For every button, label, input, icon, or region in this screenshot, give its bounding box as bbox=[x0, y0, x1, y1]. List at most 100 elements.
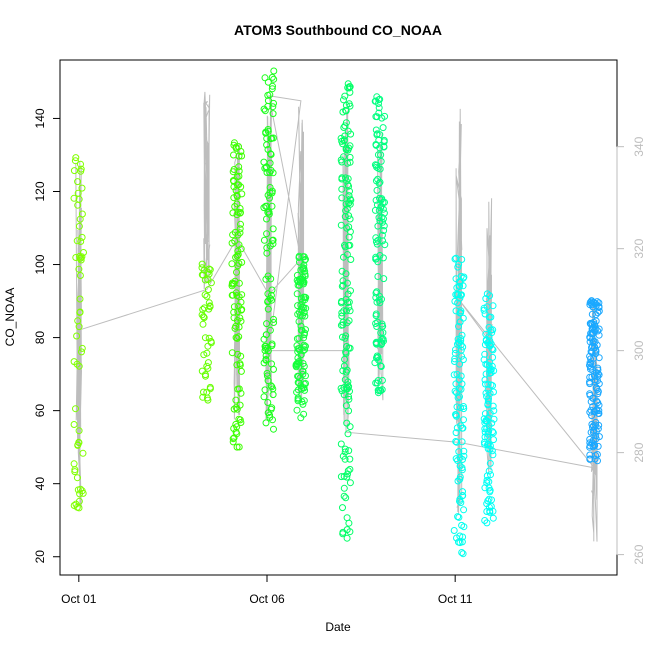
data-point bbox=[295, 318, 303, 325]
data-point bbox=[339, 318, 347, 326]
data-point bbox=[345, 233, 353, 241]
data-point bbox=[234, 262, 242, 270]
data-point bbox=[261, 386, 269, 394]
data-point bbox=[269, 110, 277, 118]
data-point bbox=[236, 360, 244, 368]
data-point bbox=[454, 340, 461, 348]
data-point bbox=[232, 404, 240, 412]
data-point bbox=[270, 315, 277, 323]
data-point bbox=[337, 473, 345, 481]
data-point bbox=[268, 286, 276, 294]
data-point bbox=[372, 312, 380, 320]
data-point bbox=[203, 349, 211, 357]
data-point bbox=[374, 377, 382, 384]
data-point bbox=[457, 372, 465, 380]
data-point bbox=[263, 249, 271, 257]
data-point bbox=[293, 342, 301, 350]
data-point bbox=[78, 348, 85, 356]
data-point bbox=[198, 260, 206, 268]
data-point bbox=[295, 379, 303, 387]
data-point bbox=[270, 67, 278, 75]
data-point bbox=[595, 433, 603, 441]
data-point bbox=[295, 373, 302, 380]
data-point bbox=[292, 361, 300, 369]
data-point bbox=[459, 343, 467, 351]
data-point bbox=[451, 255, 459, 263]
data-point bbox=[72, 500, 80, 508]
data-point bbox=[338, 158, 346, 166]
data-point bbox=[264, 377, 272, 385]
data-point bbox=[269, 134, 277, 142]
data-point bbox=[486, 341, 494, 349]
data-point bbox=[238, 190, 246, 198]
data-point bbox=[205, 270, 213, 278]
data-point bbox=[459, 356, 467, 364]
data-point bbox=[338, 387, 346, 395]
data-point bbox=[458, 256, 466, 263]
y2-tick-label: 260 bbox=[632, 544, 646, 564]
data-point bbox=[77, 238, 85, 245]
data-point bbox=[457, 499, 465, 507]
data-point bbox=[79, 449, 87, 457]
data-point bbox=[592, 317, 600, 325]
data-point bbox=[341, 132, 349, 140]
data-point bbox=[300, 362, 308, 370]
data-point bbox=[460, 405, 468, 413]
data-point bbox=[480, 306, 488, 314]
data-point bbox=[341, 122, 349, 130]
data-point bbox=[480, 356, 488, 364]
data-point bbox=[266, 295, 274, 303]
data-point bbox=[78, 344, 86, 352]
data-point bbox=[207, 338, 215, 345]
data-point bbox=[485, 362, 493, 370]
data-point bbox=[377, 151, 385, 159]
data-point bbox=[373, 113, 381, 121]
data-point bbox=[261, 107, 269, 115]
data-point bbox=[262, 202, 270, 210]
data-point bbox=[232, 289, 240, 297]
data-point bbox=[266, 413, 274, 421]
data-point bbox=[338, 309, 346, 317]
data-point bbox=[594, 425, 602, 433]
data-point bbox=[262, 356, 270, 364]
data-point bbox=[346, 200, 354, 208]
data-point bbox=[70, 460, 78, 468]
data-point bbox=[230, 303, 238, 311]
data-point bbox=[260, 236, 268, 244]
data-point bbox=[373, 186, 381, 194]
data-point bbox=[589, 335, 596, 343]
data-point bbox=[293, 406, 301, 414]
data-point bbox=[455, 376, 463, 384]
data-point bbox=[342, 177, 350, 185]
data-point bbox=[459, 550, 467, 558]
data-point bbox=[374, 273, 382, 280]
data-point bbox=[594, 364, 602, 372]
data-point bbox=[233, 252, 241, 260]
data-point bbox=[343, 224, 351, 232]
data-point bbox=[587, 348, 595, 356]
data-point bbox=[204, 359, 212, 367]
data-point bbox=[459, 282, 467, 290]
data-point bbox=[236, 205, 244, 212]
data-point bbox=[377, 329, 385, 337]
data-point bbox=[454, 457, 461, 464]
data-point bbox=[481, 517, 489, 524]
data-point bbox=[339, 504, 346, 512]
data-point bbox=[451, 358, 458, 365]
data-point bbox=[345, 407, 353, 415]
data-point bbox=[75, 362, 83, 370]
data-point bbox=[267, 382, 275, 390]
data-point bbox=[266, 159, 274, 167]
data-point bbox=[75, 323, 83, 331]
data-point bbox=[490, 436, 497, 444]
data-point bbox=[339, 108, 347, 116]
data-point bbox=[200, 314, 208, 322]
data-point bbox=[230, 151, 237, 159]
data-point bbox=[344, 175, 352, 183]
data-point bbox=[344, 430, 352, 438]
data-point bbox=[345, 192, 353, 200]
data-point bbox=[489, 428, 496, 436]
data-point bbox=[301, 270, 309, 278]
data-point bbox=[340, 391, 348, 399]
